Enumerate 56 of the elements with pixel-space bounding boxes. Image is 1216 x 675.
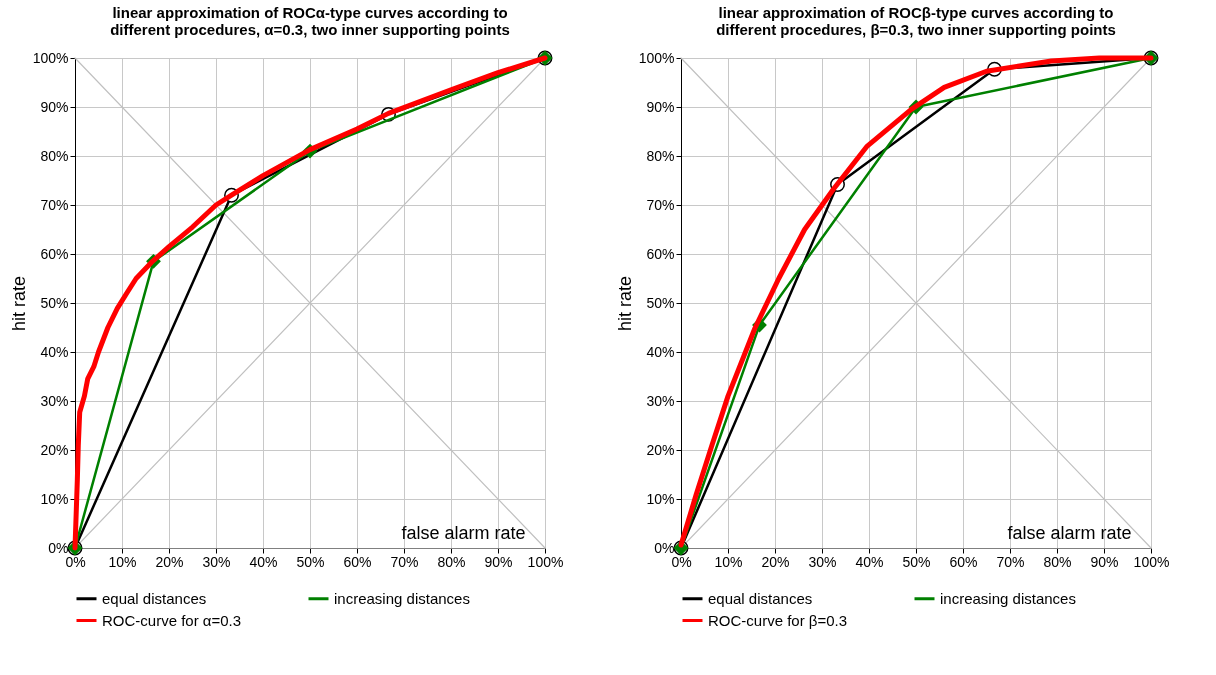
x-tick-label: 60% <box>949 553 978 570</box>
x-axis-title: false alarm rate <box>1007 522 1132 543</box>
legend-label: equal distances <box>708 589 813 607</box>
x-tick-label: 30% <box>202 553 231 570</box>
x-tick-label: 60% <box>343 553 372 570</box>
y-tick-label: 50% <box>646 294 675 311</box>
legend-label: equal distances <box>102 589 207 607</box>
legend-label: ROC-curve for β=0.3 <box>708 611 848 629</box>
y-tick-label: 90% <box>40 98 69 115</box>
y-tick-label: 40% <box>646 343 675 360</box>
y-tick-label: 0% <box>654 539 675 556</box>
x-axis-title: false alarm rate <box>401 522 526 543</box>
y-tick-label: 100% <box>32 49 69 66</box>
legend-label: ROC-curve for α=0.3 <box>102 611 242 629</box>
x-tick-label: 40% <box>249 553 278 570</box>
y-axis-title: hit rate <box>614 275 635 332</box>
y-tick-label: 30% <box>40 392 69 409</box>
x-tick-label: 70% <box>996 553 1025 570</box>
y-tick-label: 30% <box>646 392 675 409</box>
x-tick-label: 0% <box>671 553 692 570</box>
y-tick-label: 0% <box>48 539 69 556</box>
x-tick-label: 90% <box>1090 553 1119 570</box>
x-tick-label: 80% <box>437 553 466 570</box>
chart-title: linear approximation of ROCα-type curves according to different procedures, α=0.3, two inner supporting points <box>110 4 510 39</box>
y-axis-title: hit rate <box>8 275 29 332</box>
x-tick-label: 20% <box>761 553 790 570</box>
x-tick-label: 40% <box>855 553 884 570</box>
x-tick-label: 80% <box>1043 553 1072 570</box>
y-tick-label: 60% <box>646 245 675 262</box>
y-tick-label: 20% <box>40 441 69 458</box>
x-tick-label: 90% <box>484 553 513 570</box>
y-tick-label: 70% <box>40 196 69 213</box>
legend-label: increasing distances <box>940 589 1076 607</box>
x-tick-label: 100% <box>1133 553 1170 570</box>
x-tick-label: 70% <box>390 553 419 570</box>
x-tick-label: 0% <box>65 553 86 570</box>
x-tick-label: 50% <box>296 553 325 570</box>
y-tick-label: 80% <box>646 147 675 164</box>
x-tick-label: 30% <box>808 553 837 570</box>
y-tick-label: 70% <box>646 196 675 213</box>
chart-title: linear approximation of ROCβ-type curves according to different procedures, β=0.3, two inner supporting points <box>716 4 1116 39</box>
y-tick-label: 90% <box>646 98 675 115</box>
x-tick-label: 20% <box>155 553 184 570</box>
y-tick-label: 100% <box>638 49 675 66</box>
y-tick-label: 80% <box>40 147 69 164</box>
x-tick-label: 100% <box>527 553 564 570</box>
y-tick-label: 40% <box>40 343 69 360</box>
y-tick-label: 50% <box>40 294 69 311</box>
y-tick-label: 10% <box>40 490 69 507</box>
x-tick-label: 50% <box>902 553 931 570</box>
x-tick-label: 10% <box>714 553 743 570</box>
legend-label: increasing distances <box>334 589 470 607</box>
x-tick-label: 10% <box>108 553 137 570</box>
y-tick-label: 60% <box>40 245 69 262</box>
y-tick-label: 10% <box>646 490 675 507</box>
y-tick-label: 20% <box>646 441 675 458</box>
